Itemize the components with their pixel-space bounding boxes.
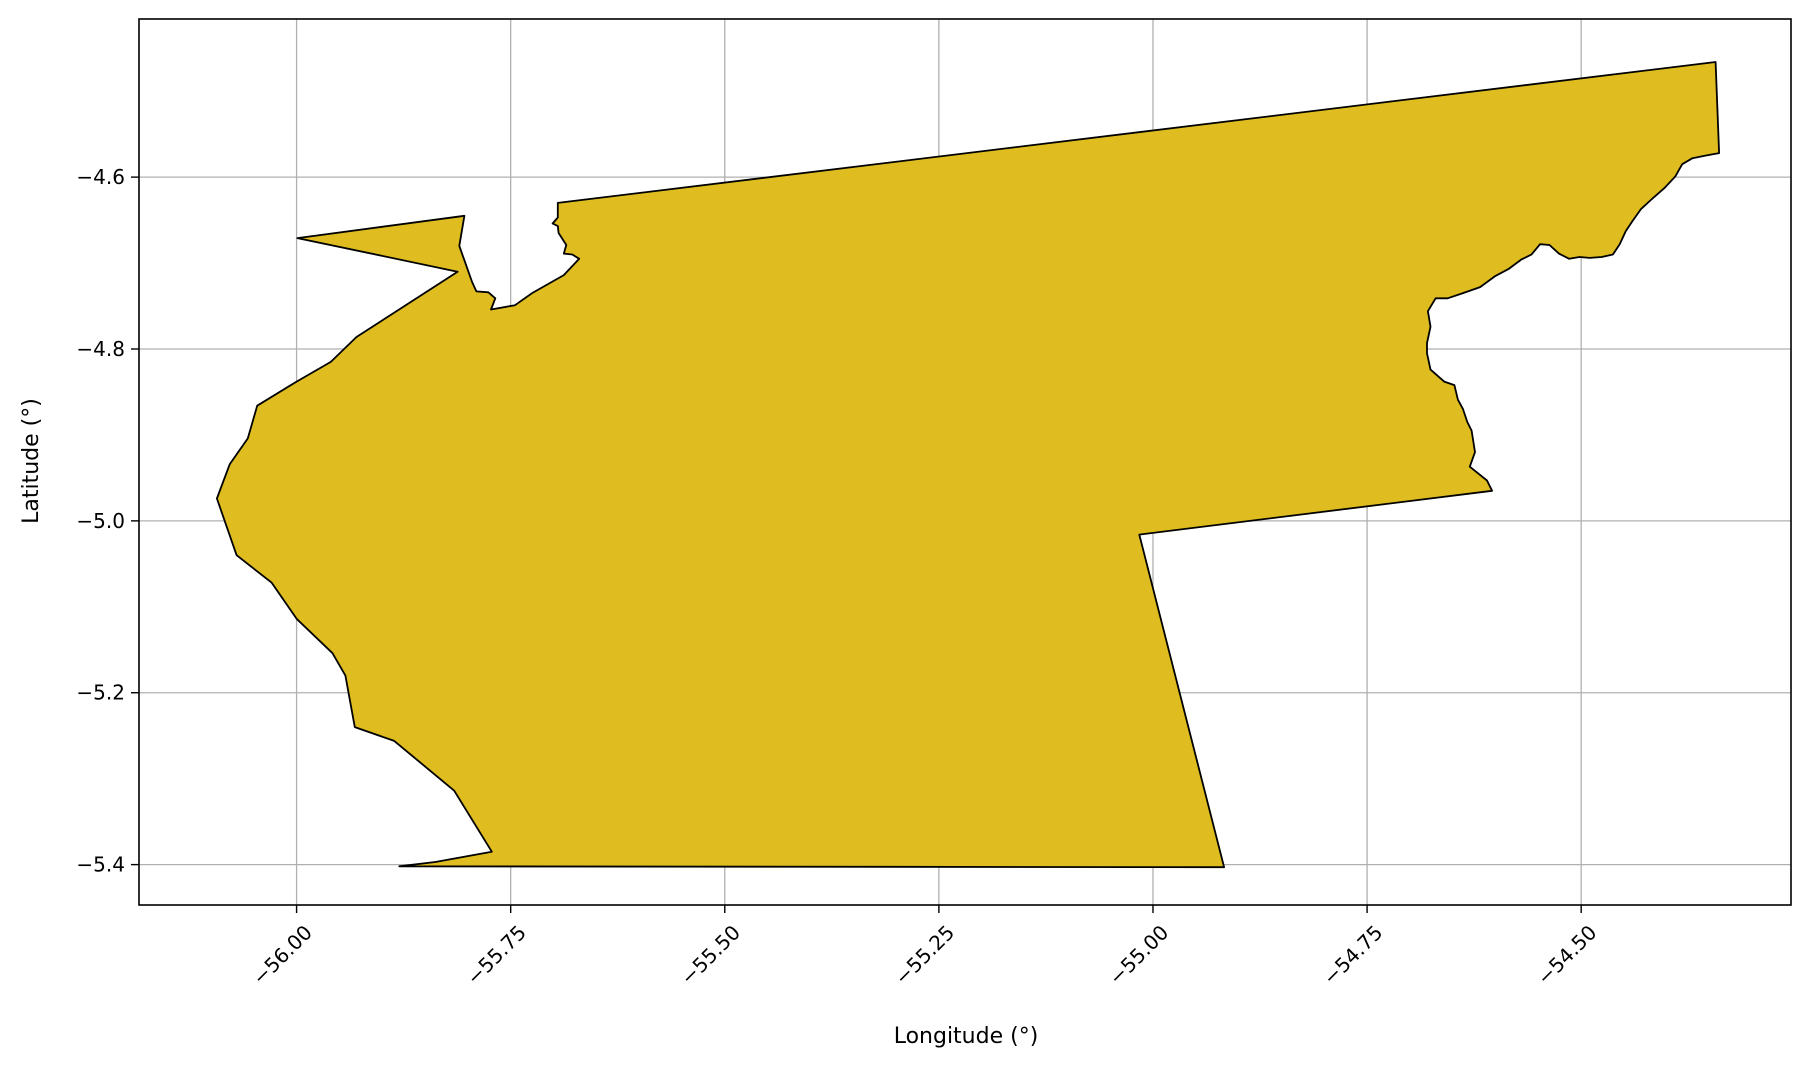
x-tick-label: −55.25 — [890, 920, 959, 989]
y-axis-label: Latitude (°) — [19, 398, 44, 524]
x-tick-label: −55.75 — [462, 920, 531, 989]
y-axis-ticks: −4.6 −4.8 −5.0 −5.2 −5.4 — [76, 165, 139, 877]
x-axis-ticks: −56.00 −55.75 −55.50 −55.25 −55.00 −54.75 −54.… — [248, 905, 1601, 990]
axes-frame — [138, 18, 1792, 906]
x-axis-label: Longitude (°) — [894, 1024, 1039, 1049]
x-tick-label: −55.50 — [676, 920, 745, 989]
y-tick-label: −5.2 — [76, 681, 125, 705]
x-tick-label: −54.75 — [1318, 920, 1387, 989]
region-polygon — [216, 61, 1720, 869]
x-tick-label: −54.50 — [1532, 920, 1601, 989]
y-tick-label: −5.0 — [76, 509, 125, 533]
x-tick-label: −55.00 — [1104, 920, 1173, 989]
y-tick-label: −4.6 — [76, 165, 125, 189]
x-tick-label: −56.00 — [248, 920, 317, 989]
y-tick-label: −5.4 — [76, 853, 125, 877]
y-tick-label: −4.8 — [76, 337, 125, 361]
